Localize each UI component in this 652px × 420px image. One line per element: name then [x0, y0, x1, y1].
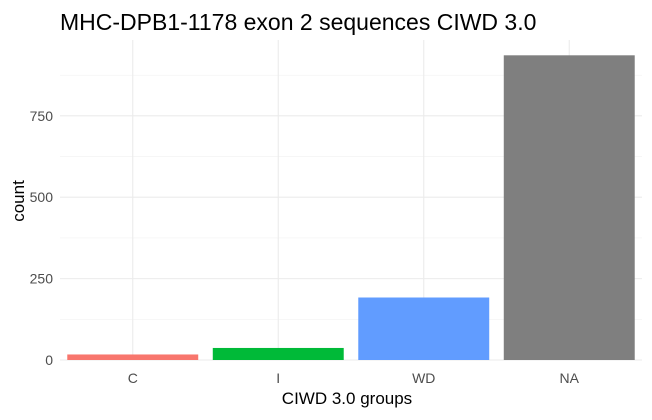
x-tick-label: C	[128, 370, 138, 386]
y-tick-label: 750	[30, 108, 54, 124]
bar-i	[212, 347, 344, 360]
x-tick-label: WD	[412, 370, 435, 386]
x-tick-label: NA	[560, 370, 580, 386]
bar-na	[503, 55, 635, 360]
y-axis-title: count	[9, 180, 28, 222]
chart-title: MHC-DPB1-1178 exon 2 sequences CIWD 3.0	[60, 9, 536, 35]
y-tick-label: 500	[30, 189, 54, 205]
bars	[67, 55, 635, 360]
x-tick-label: I	[276, 370, 280, 386]
x-axis-title: CIWD 3.0 groups	[282, 389, 412, 408]
bar-wd	[358, 297, 490, 360]
y-tick-label: 0	[45, 352, 53, 368]
y-axis-tick-labels: 0 250 500 750	[30, 108, 54, 368]
y-tick-label: 250	[30, 271, 54, 287]
bar-c	[67, 354, 199, 360]
x-axis-tick-labels: C I WD NA	[128, 370, 580, 386]
